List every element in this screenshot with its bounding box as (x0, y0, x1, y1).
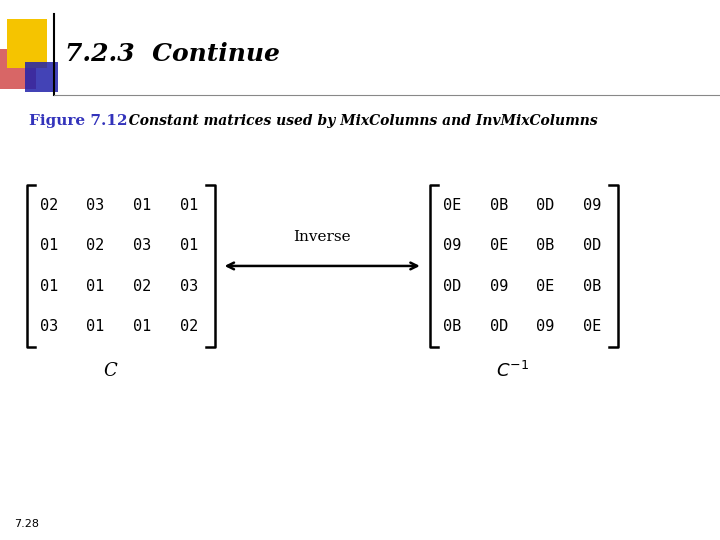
Text: 02: 02 (133, 279, 151, 294)
Text: 0B: 0B (490, 198, 508, 213)
Text: 7.28: 7.28 (14, 519, 40, 529)
Text: 01: 01 (180, 198, 198, 213)
Text: 01: 01 (133, 198, 151, 213)
Text: 01: 01 (86, 319, 104, 334)
Bar (7, 19, 47, 68)
Text: C: C (103, 362, 117, 380)
Text: 0B: 0B (583, 279, 601, 294)
Text: 09: 09 (490, 279, 508, 294)
Bar (25, 62, 58, 92)
Text: 03: 03 (40, 319, 58, 334)
Bar (0, 49, 36, 89)
Text: 01: 01 (40, 279, 58, 294)
Text: 0B: 0B (536, 238, 554, 253)
Text: 02: 02 (180, 319, 198, 334)
Text: 0D: 0D (443, 279, 461, 294)
Text: 03: 03 (180, 279, 198, 294)
Text: 7.2.3  Continue: 7.2.3 Continue (65, 42, 279, 66)
Text: Inverse: Inverse (293, 231, 351, 244)
Text: 03: 03 (133, 238, 151, 253)
Text: 0E: 0E (583, 319, 601, 334)
Text: 01: 01 (86, 279, 104, 294)
Text: $C^{-1}$: $C^{-1}$ (496, 361, 530, 381)
Text: 03: 03 (86, 198, 104, 213)
Text: 02: 02 (86, 238, 104, 253)
Text: 0E: 0E (490, 238, 508, 253)
Text: 01: 01 (133, 319, 151, 334)
Text: 09: 09 (443, 238, 461, 253)
Text: 01: 01 (40, 238, 58, 253)
Text: 0D: 0D (583, 238, 601, 253)
Text: 01: 01 (180, 238, 198, 253)
Text: 0D: 0D (536, 198, 554, 213)
Text: 0D: 0D (490, 319, 508, 334)
Text: Figure 7.12: Figure 7.12 (29, 114, 127, 129)
Text: Constant matrices used by MixColumns and InvMixColumns: Constant matrices used by MixColumns and… (119, 114, 598, 129)
Text: 0E: 0E (536, 279, 554, 294)
Text: 09: 09 (583, 198, 601, 213)
Text: 02: 02 (40, 198, 58, 213)
Text: 0B: 0B (443, 319, 461, 334)
Text: 0E: 0E (443, 198, 461, 213)
Text: 09: 09 (536, 319, 554, 334)
